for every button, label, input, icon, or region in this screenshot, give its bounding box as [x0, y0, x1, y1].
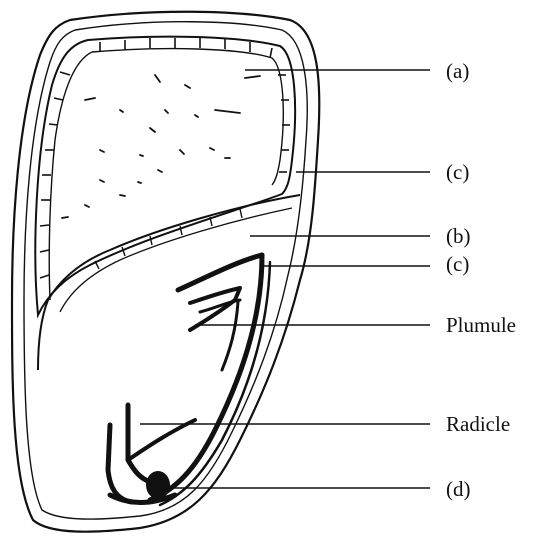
label-a: (a) [446, 59, 469, 83]
leader-lines [140, 69, 430, 489]
label-radicle: Radicle [446, 412, 510, 436]
seed-coat-inner [23, 21, 308, 520]
aleurone-layer-left [48, 51, 93, 301]
label-plumule: Plumule [446, 313, 516, 337]
label-b: (b) [446, 224, 471, 248]
aleurone-cell-ticks [39, 38, 290, 279]
endosperm-outline [34, 35, 297, 319]
scutellum-ticks [94, 208, 243, 270]
label-d: (d) [446, 477, 471, 501]
scutellum-boundary-inner [59, 207, 293, 313]
plumule-leaf-1 [188, 286, 242, 332]
aleurone-layer [91, 47, 284, 186]
radicle-arm-mid [125, 402, 153, 485]
embryo-axis [147, 252, 272, 507]
coleorhiza-d [146, 471, 170, 499]
plumule-leaf-2 [198, 298, 242, 314]
coleoptile-tip [175, 252, 265, 293]
label-c-bottom: (c) [446, 252, 469, 276]
embryo-axis-stroke [147, 252, 265, 503]
label-c-top: (c) [446, 160, 469, 184]
radicle-base [107, 492, 178, 505]
starch-specks [61, 74, 261, 219]
seed-coat-outer [10, 10, 321, 533]
scutellum-boundary [37, 194, 301, 371]
radicle-arm-diag [126, 418, 197, 462]
plumule-stem [220, 300, 240, 372]
embryo-axis-inner [158, 260, 272, 507]
